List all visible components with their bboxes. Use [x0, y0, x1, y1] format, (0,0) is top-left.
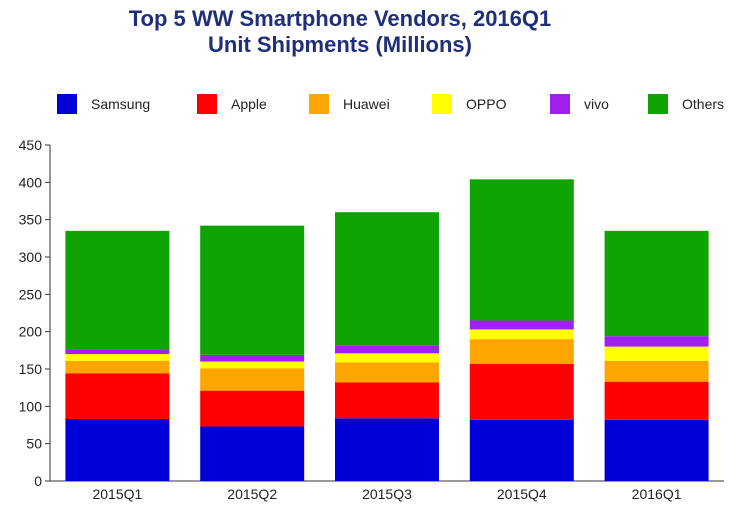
bar-segment-apple-2016q1 — [604, 381, 709, 420]
x-tick-label: 2015Q2 — [227, 486, 277, 502]
y-tick-label: 400 — [19, 174, 43, 190]
bar-segment-samsung-2016q1 — [604, 419, 709, 481]
bar-segment-oppo-2016q1 — [604, 346, 709, 361]
bar-segment-huawei-2015q2 — [200, 368, 305, 391]
bar-segment-samsung-2015q1 — [65, 419, 170, 481]
y-tick-label: 450 — [19, 137, 43, 153]
bar-segment-vivo-2015q3 — [335, 345, 439, 354]
y-tick-label: 200 — [19, 324, 43, 340]
legend-label-vivo: vivo — [584, 96, 609, 112]
legend-swatch-oppo — [432, 94, 452, 114]
bar-segment-others-2016q1 — [604, 230, 709, 337]
bar-segment-vivo-2015q4 — [469, 320, 574, 330]
legend-label-others: Others — [682, 96, 725, 112]
bar-segment-huawei-2015q1 — [65, 360, 170, 374]
legend-swatch-huawei — [309, 94, 329, 114]
bar-segment-vivo-2015q1 — [65, 349, 170, 355]
chart-title-block: Top 5 WW Smartphone Vendors, 2016Q1 Unit… — [0, 6, 680, 58]
bar-segment-apple-2015q4 — [469, 363, 574, 420]
bar-segment-samsung-2015q3 — [335, 418, 439, 481]
y-tick-label: 250 — [19, 286, 43, 302]
legend-label-huawei: Huawei — [343, 96, 390, 112]
bar-segment-others-2015q2 — [200, 225, 305, 355]
bar-segment-huawei-2015q3 — [335, 362, 439, 383]
y-tick-label: 0 — [34, 473, 42, 489]
bar-segment-others-2015q1 — [65, 230, 170, 350]
bar-segment-apple-2015q2 — [200, 390, 305, 427]
bar-segment-apple-2015q1 — [65, 373, 170, 420]
legend-swatch-apple — [197, 94, 217, 114]
bar-segment-samsung-2015q2 — [200, 426, 305, 481]
bar-segment-oppo-2015q3 — [335, 353, 439, 363]
legend-swatch-samsung — [57, 94, 77, 114]
chart-title: Top 5 WW Smartphone Vendors, 2016Q1 — [128, 6, 552, 31]
bar-segment-oppo-2015q1 — [65, 354, 170, 361]
legend-label-samsung: Samsung — [91, 96, 151, 112]
y-tick-label: 50 — [26, 436, 42, 452]
legend-swatch-vivo — [550, 94, 570, 114]
bar-segment-huawei-2015q4 — [469, 339, 574, 364]
bar-segment-others-2015q4 — [469, 179, 574, 321]
legend-swatch-others — [648, 94, 668, 114]
bar-segment-apple-2015q3 — [335, 382, 439, 419]
x-tick-label: 2015Q4 — [497, 486, 547, 502]
y-tick-label: 100 — [19, 398, 43, 414]
bar-segment-vivo-2015q2 — [200, 354, 305, 362]
bar-segment-huawei-2016q1 — [604, 360, 709, 382]
chart-legend: Samsung Apple Huawei OPPO vivo Others — [0, 92, 750, 122]
x-tick-label: 2015Q1 — [92, 486, 142, 502]
x-tick-label: 2015Q3 — [362, 486, 412, 502]
legend-label-apple: Apple — [231, 96, 267, 112]
bar-segment-samsung-2015q4 — [469, 419, 574, 481]
bar-segment-oppo-2015q4 — [469, 329, 574, 340]
legend-label-oppo: OPPO — [466, 96, 507, 112]
y-tick-label: 300 — [19, 249, 43, 265]
chart-subtitle: Unit Shipments (Millions) — [208, 32, 472, 57]
y-tick-label: 350 — [19, 212, 43, 228]
bar-segment-oppo-2015q2 — [200, 361, 305, 369]
y-tick-label: 150 — [19, 361, 43, 377]
bar-segment-vivo-2016q1 — [604, 336, 709, 347]
bar-segment-others-2015q3 — [335, 212, 439, 346]
x-tick-label: 2016Q1 — [632, 486, 682, 502]
